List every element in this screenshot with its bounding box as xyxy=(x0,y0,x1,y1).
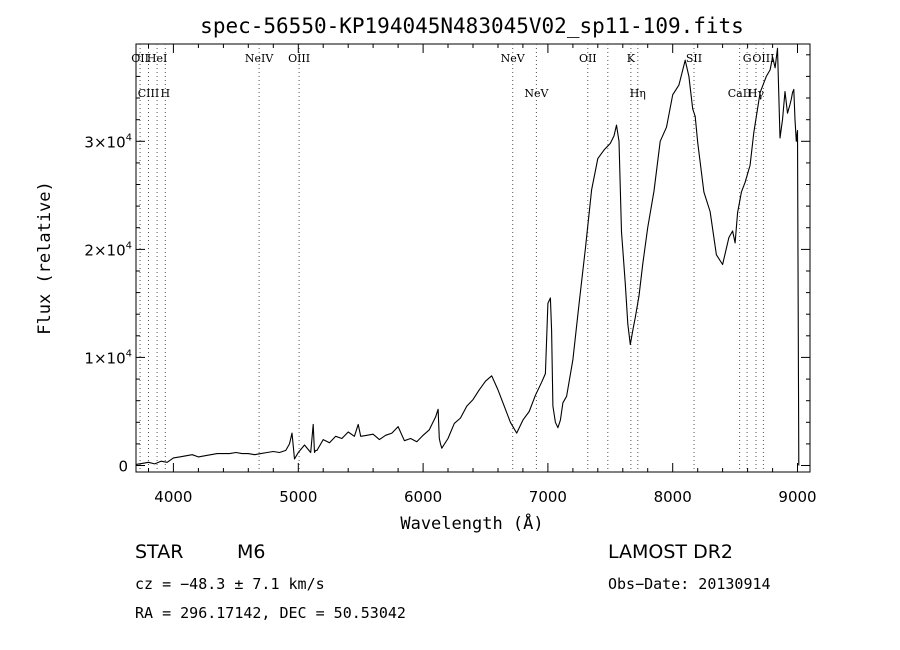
y-tick-exponent-2: 4 xyxy=(126,240,132,251)
line-label-top-9: OIII xyxy=(752,52,774,65)
y-tick-label-3: 3×104 xyxy=(84,132,132,151)
y-tick-exponent-3: 4 xyxy=(126,132,132,143)
plot-frame xyxy=(135,43,811,473)
line-label-bottom-1: H xyxy=(161,87,171,100)
y-tick-exponent-1: 4 xyxy=(126,348,132,359)
line-label-top-8: G xyxy=(743,52,752,65)
line-label-top-0: OII xyxy=(131,52,149,65)
object-class: STAR xyxy=(135,541,184,563)
y-tick-label-2: 2×104 xyxy=(84,240,132,259)
line-label-top-2: OIII xyxy=(288,52,310,65)
line-label-top-6: K xyxy=(627,52,636,65)
line-label-top-5: OII xyxy=(579,52,597,65)
line-label-top-1: HeI xyxy=(147,52,167,65)
x-tick-label-0: 4000 xyxy=(154,488,192,506)
ra-dec: RA = 296.17142, DEC = 50.53042 xyxy=(135,604,406,622)
line-label-bottom-3: Hη xyxy=(630,87,646,100)
axes: 4000 5000 6000 7000 8000 9000 0 1×104 2×104 3×104 xyxy=(84,44,817,506)
x-tick-label-4: 8000 xyxy=(654,488,692,506)
line-label-top-4: NeV xyxy=(501,52,526,65)
y-axis-label: Flux (relative) xyxy=(35,181,55,335)
spectrum-line-0 xyxy=(135,47,800,466)
observation-date: Obs−Date: 20130914 xyxy=(608,575,771,593)
x-tick-label-2: 6000 xyxy=(404,488,442,506)
x-tick-label-5: 9000 xyxy=(778,488,816,506)
x-tick-label-3: 7000 xyxy=(529,488,567,506)
spectral-line-markers xyxy=(139,44,764,472)
redshift-cz: cz = −48.3 ± 7.1 km/s xyxy=(135,575,325,593)
y-tick-label-1: 1×104 xyxy=(84,348,132,367)
line-label-bottom-2: NeV xyxy=(524,87,549,100)
chart-title: spec-56550-KP194045N483045V02_sp11-109.f… xyxy=(200,14,744,38)
line-label-top-3: NeIV xyxy=(245,52,274,65)
y-tick-label-0: 0 xyxy=(118,458,128,476)
survey-name: LAMOST DR2 xyxy=(608,541,733,563)
line-label-bottom-4: CaII xyxy=(728,87,752,100)
line-label-bottom-0: CIII xyxy=(138,87,159,100)
line-label-bottom-5: Hγ xyxy=(748,87,765,100)
x-tick-label-1: 5000 xyxy=(279,488,317,506)
series-spectrum xyxy=(135,47,800,466)
object-subclass: M6 xyxy=(237,541,266,563)
line-label-top-7: SII xyxy=(686,52,702,65)
x-axis-label: Wavelength (Å) xyxy=(400,512,543,534)
